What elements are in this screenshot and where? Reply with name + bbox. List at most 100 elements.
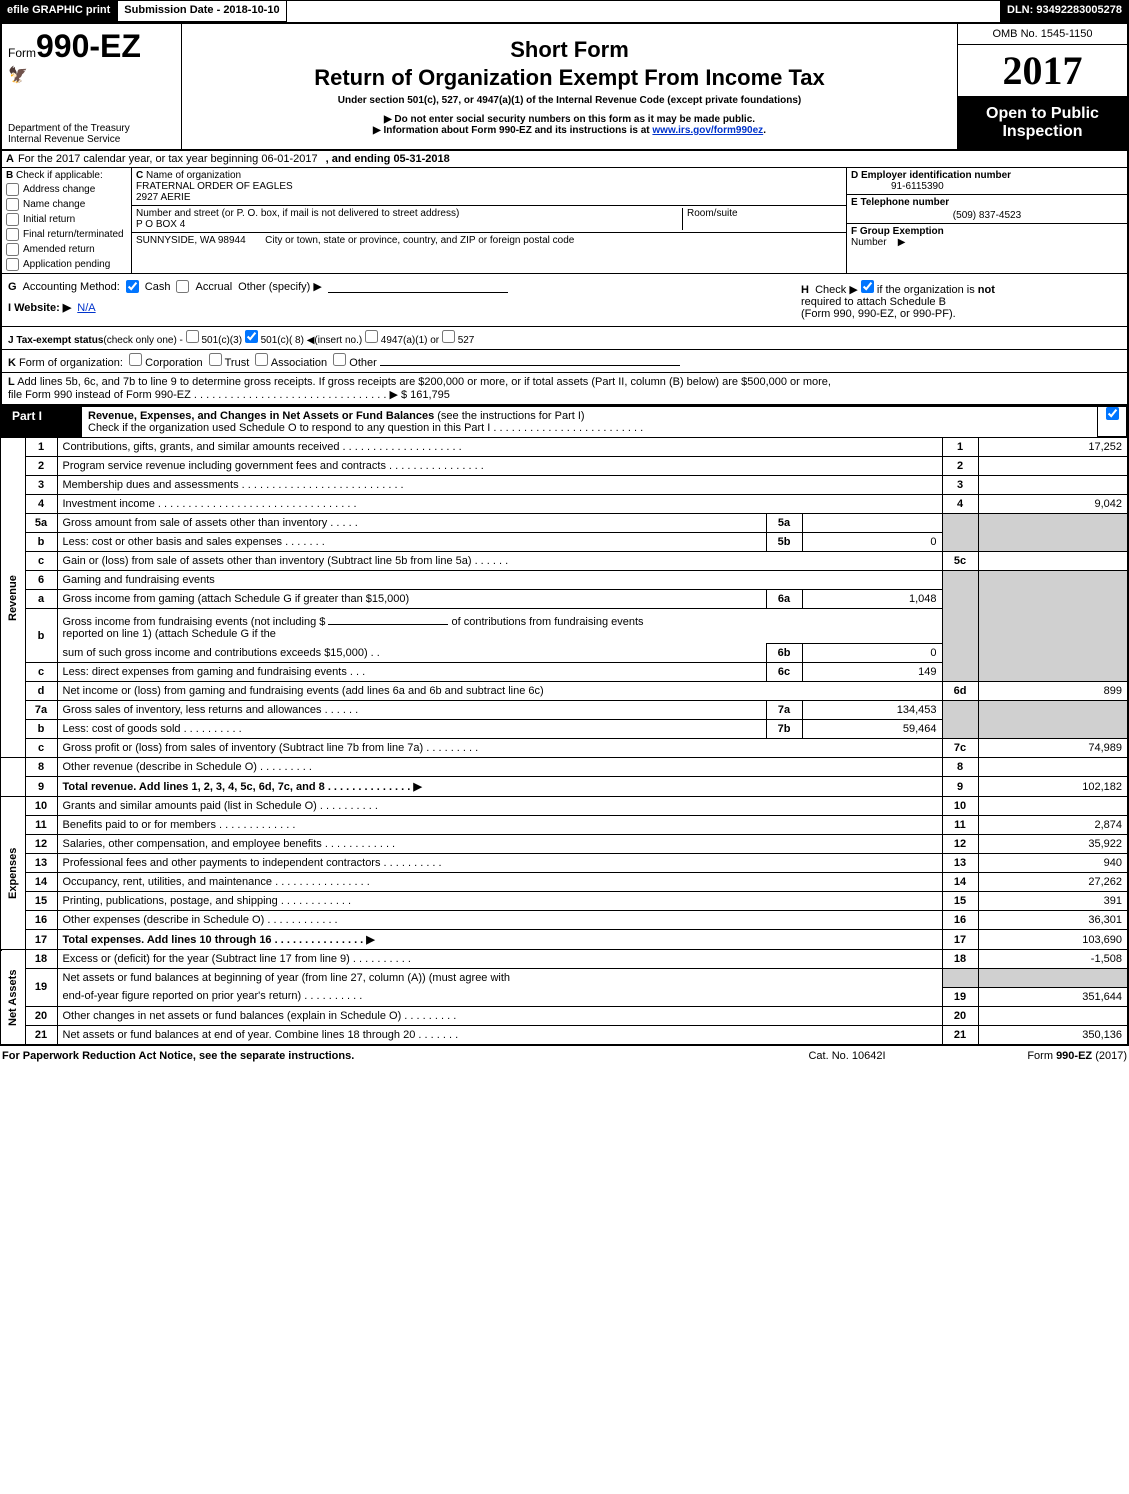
line-8: 8 Other revenue (describe in Schedule O)… (1, 758, 1128, 777)
chk-association[interactable] (255, 353, 268, 366)
chk-final-return[interactable] (6, 228, 19, 241)
row-j-small: (check only one) - (103, 335, 182, 346)
lbl-other-org: Other (349, 357, 377, 369)
line-21: 21 Net assets or fund balances at end of… (1, 1025, 1128, 1045)
line-6b-desc-bot: sum of such gross income and contributio… (57, 644, 766, 663)
line-16-val: 36,301 (978, 911, 1128, 930)
chk-schedule-o[interactable] (1106, 407, 1119, 420)
line-9-val: 102,182 (978, 777, 1128, 797)
col-c: C Name of organization FRATERNAL ORDER O… (132, 168, 847, 273)
line-7c-val: 74,989 (978, 739, 1128, 758)
chk-corporation[interactable] (129, 353, 142, 366)
top-bar: efile GRAPHIC print Submission Date - 20… (0, 0, 1129, 22)
chk-trust[interactable] (209, 353, 222, 366)
line-6d: d Net income or (loss) from gaming and f… (1, 682, 1128, 701)
row-g: G Accounting Method: Cash Accrual Other … (8, 280, 801, 293)
chk-accrual[interactable] (176, 280, 189, 293)
line-16-num: 16 (942, 911, 978, 930)
chk-527[interactable] (442, 330, 455, 343)
line-12-desc: Salaries, other compensation, and employ… (57, 835, 942, 854)
line-20: 20 Other changes in net assets or fund b… (1, 1006, 1128, 1025)
name-of-org-label: Name of organization (146, 170, 241, 181)
line-9: 9 Total revenue. Add lines 1, 2, 3, 4, 5… (1, 777, 1128, 797)
website-value[interactable]: N/A (77, 302, 95, 314)
tax-year: 2017 (958, 45, 1127, 97)
line-11-no: 11 (25, 816, 57, 835)
open-to-public: Open to Public Inspection (958, 97, 1127, 149)
line-10-no: 10 (25, 797, 57, 816)
line-8-val (978, 758, 1128, 777)
header-right: OMB No. 1545-1150 2017 Open to Public In… (957, 24, 1127, 149)
line-6a-sub: 6a (766, 590, 802, 609)
part-1-label: Part I (2, 406, 82, 437)
shade-7 (942, 701, 978, 739)
efile-print-button[interactable]: efile GRAPHIC print (0, 0, 117, 22)
line-5c-no: c (25, 552, 57, 571)
line-18-desc: Excess or (deficit) for the year (Subtra… (57, 950, 942, 969)
line-9-desc: Total revenue. Add lines 1, 2, 3, 4, 5c,… (57, 777, 942, 797)
chk-4947a1[interactable] (365, 330, 378, 343)
line-10-desc: Grants and similar amounts paid (list in… (57, 797, 942, 816)
line-17: 17 Total expenses. Add lines 10 through … (1, 930, 1128, 950)
line-6: 6 Gaming and fundraising events (1, 571, 1128, 590)
part-1-title-block: Revenue, Expenses, and Changes in Net As… (82, 406, 1097, 437)
line-6d-val: 899 (978, 682, 1128, 701)
chk-501c3[interactable] (186, 330, 199, 343)
line-6a-no: a (25, 590, 57, 609)
line-6d-num: 6d (942, 682, 978, 701)
city-value: SUNNYSIDE, WA 98944 (136, 235, 246, 246)
form990ez-link[interactable]: www.irs.gov/form990ez (652, 125, 763, 136)
chk-cash[interactable] (126, 280, 139, 293)
chk-name-change[interactable] (6, 198, 19, 211)
line-5c-val (978, 552, 1128, 571)
lbl-application-pending: Application pending (23, 259, 110, 270)
line-6b-amount-field[interactable] (328, 612, 448, 625)
other-specify-field[interactable] (328, 280, 508, 293)
line-16: 16 Other expenses (describe in Schedule … (1, 911, 1128, 930)
row-l-text1: Add lines 5b, 6c, and 7b to line 9 to de… (17, 376, 831, 388)
lbl-accrual: Accrual (195, 281, 232, 293)
chk-schedule-b[interactable] (861, 280, 874, 293)
row-h-text4: (Form 990, 990-EZ, or 990-PF). (801, 308, 956, 320)
footer-form-ref: Form 990-EZ (2017) (947, 1050, 1127, 1062)
lbl-cash: Cash (145, 281, 171, 293)
line-4-val: 9,042 (978, 495, 1128, 514)
line-17-num: 17 (942, 930, 978, 950)
line-6c-no: c (25, 663, 57, 682)
other-org-field[interactable] (380, 353, 680, 366)
line-8-desc: Other revenue (describe in Schedule O) .… (57, 758, 942, 777)
dept-line1: Department of the Treasury (8, 123, 175, 134)
line-15-val: 391 (978, 892, 1128, 911)
line-18: Net Assets 18 Excess or (deficit) for th… (1, 950, 1128, 969)
part-1-title: Revenue, Expenses, and Changes in Net As… (88, 410, 434, 422)
shade-6-val (978, 571, 1128, 682)
line-6b-subval: 0 (802, 644, 942, 663)
chk-amended-return[interactable] (6, 243, 19, 256)
line-6b-mid: of contributions from fundraising events (452, 616, 644, 628)
line-6b-sub: 6b (766, 644, 802, 663)
chk-501c[interactable] (245, 330, 258, 343)
row-g-label: G (8, 281, 17, 293)
row-a-text-post: , and ending 05-31-2018 (326, 153, 450, 165)
part-1-subtitle: Check if the organization used Schedule … (88, 422, 643, 434)
footer-pre: Form (1027, 1050, 1056, 1062)
lbl-amended-return: Amended return (23, 244, 95, 255)
row-i-label: I Website: ▶ (8, 301, 71, 314)
lbl-other-specify: Other (specify) ▶ (238, 280, 322, 293)
line-11: 11 Benefits paid to or for members . . .… (1, 816, 1128, 835)
line-14-val: 27,262 (978, 873, 1128, 892)
chk-other-org[interactable] (333, 353, 346, 366)
page-footer: For Paperwork Reduction Act Notice, see … (0, 1046, 1129, 1066)
line-5a: 5a Gross amount from sale of assets othe… (1, 514, 1128, 533)
line-21-num: 21 (942, 1025, 978, 1045)
line-5a-sub: 5a (766, 514, 802, 533)
line-3: 3 Membership dues and assessments . . . … (1, 476, 1128, 495)
chk-application-pending[interactable] (6, 258, 19, 271)
line-13-desc: Professional fees and other payments to … (57, 854, 942, 873)
shade-19 (942, 969, 978, 988)
line-17-desc: Total expenses. Add lines 10 through 16 … (57, 930, 942, 950)
line-20-num: 20 (942, 1006, 978, 1025)
chk-initial-return[interactable] (6, 213, 19, 226)
chk-address-change[interactable] (6, 183, 19, 196)
row-a-text-pre: For the 2017 calendar year, or tax year … (18, 153, 318, 165)
